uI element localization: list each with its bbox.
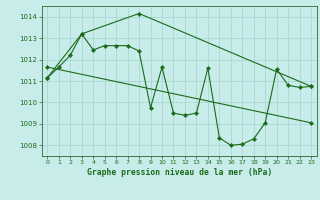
X-axis label: Graphe pression niveau de la mer (hPa): Graphe pression niveau de la mer (hPa) xyxy=(87,168,272,177)
